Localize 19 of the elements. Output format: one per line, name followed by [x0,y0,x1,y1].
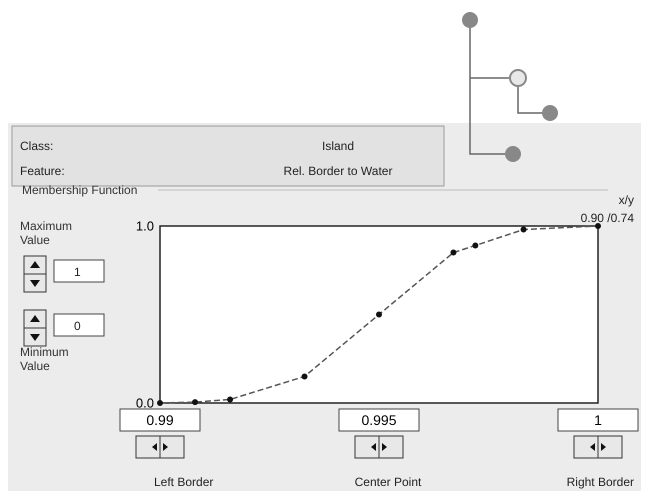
text: Island [322,139,354,153]
x-tick-label: 1 [594,412,602,428]
y-tick-label: 0.0 [136,396,154,411]
x-tick-label: 0.995 [361,412,397,428]
text: Rel. Border to Water [284,164,392,178]
text: Minimum Value [20,345,69,373]
text: Feature: [20,164,65,178]
text: x/y [618,193,634,207]
chart-title: Membership Function [22,183,138,197]
text: Class: [20,139,54,153]
text: 0.90 /0.74 [580,211,634,225]
text: Right Border [566,475,634,489]
text: 1 [74,265,81,279]
y-tick-label: 1.0 [136,218,154,234]
text: Maximum Value [20,219,72,247]
text: Left Border [154,475,214,489]
x-tick-label: 0.99 [146,412,174,428]
text: 0 [74,319,81,333]
text: Center Point [354,475,422,489]
